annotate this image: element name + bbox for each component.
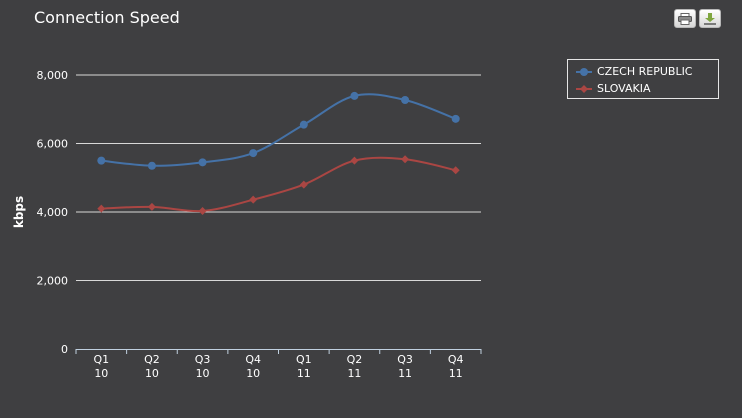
data-point: [401, 155, 410, 164]
data-point: [198, 158, 207, 167]
data-point: [97, 156, 106, 165]
legend-item-slovakia[interactable]: SLOVAKIA: [576, 82, 651, 95]
data-point: [350, 156, 359, 165]
data-point: [97, 204, 106, 213]
x-tick-label: Q1 10: [93, 353, 109, 380]
legend: CZECH REPUBLIC SLOVAKIA: [567, 59, 719, 99]
x-tick-label: Q3 11: [397, 353, 413, 380]
legend-label: CZECH REPUBLIC: [597, 65, 693, 78]
data-point: [249, 195, 258, 204]
data-point: [401, 96, 410, 105]
legend-symbol-circle-icon: [576, 67, 592, 76]
y-tick-label: 2,000: [37, 275, 69, 288]
y-tick-label: 6,000: [37, 138, 69, 151]
legend-label: SLOVAKIA: [597, 82, 651, 95]
data-point: [451, 166, 460, 175]
x-tick-label: Q2 10: [144, 353, 160, 380]
y-tick-label: 0: [61, 343, 68, 356]
y-tick-label: 8,000: [37, 69, 69, 82]
print-button[interactable]: [674, 9, 696, 28]
data-point: [249, 149, 258, 158]
x-tick-label: Q1 11: [296, 353, 312, 380]
data-point: [147, 161, 156, 170]
data-point: [299, 180, 308, 189]
legend-item-czech-republic[interactable]: CZECH REPUBLIC: [576, 65, 693, 78]
data-point: [147, 202, 156, 211]
y-tick-label: 4,000: [37, 206, 69, 219]
x-tick-label: Q4 10: [245, 353, 261, 380]
series-line: [101, 156, 456, 213]
data-point: [350, 91, 359, 100]
export-button[interactable]: [699, 9, 721, 28]
x-tick-label: Q3 10: [195, 353, 211, 380]
y-axis-title: kbps: [12, 196, 26, 228]
x-tick-label: Q2 11: [347, 353, 363, 380]
data-point: [198, 206, 207, 215]
data-point: [299, 120, 308, 129]
series-line: [101, 93, 457, 167]
download-icon: [704, 12, 716, 25]
printer-icon: [678, 12, 692, 25]
x-tick-label: Q4 11: [448, 353, 464, 380]
legend-symbol-diamond-icon: [576, 84, 592, 93]
data-point: [451, 114, 460, 123]
chart-toolbar: [674, 9, 721, 28]
chart-title: Connection Speed: [34, 8, 180, 27]
